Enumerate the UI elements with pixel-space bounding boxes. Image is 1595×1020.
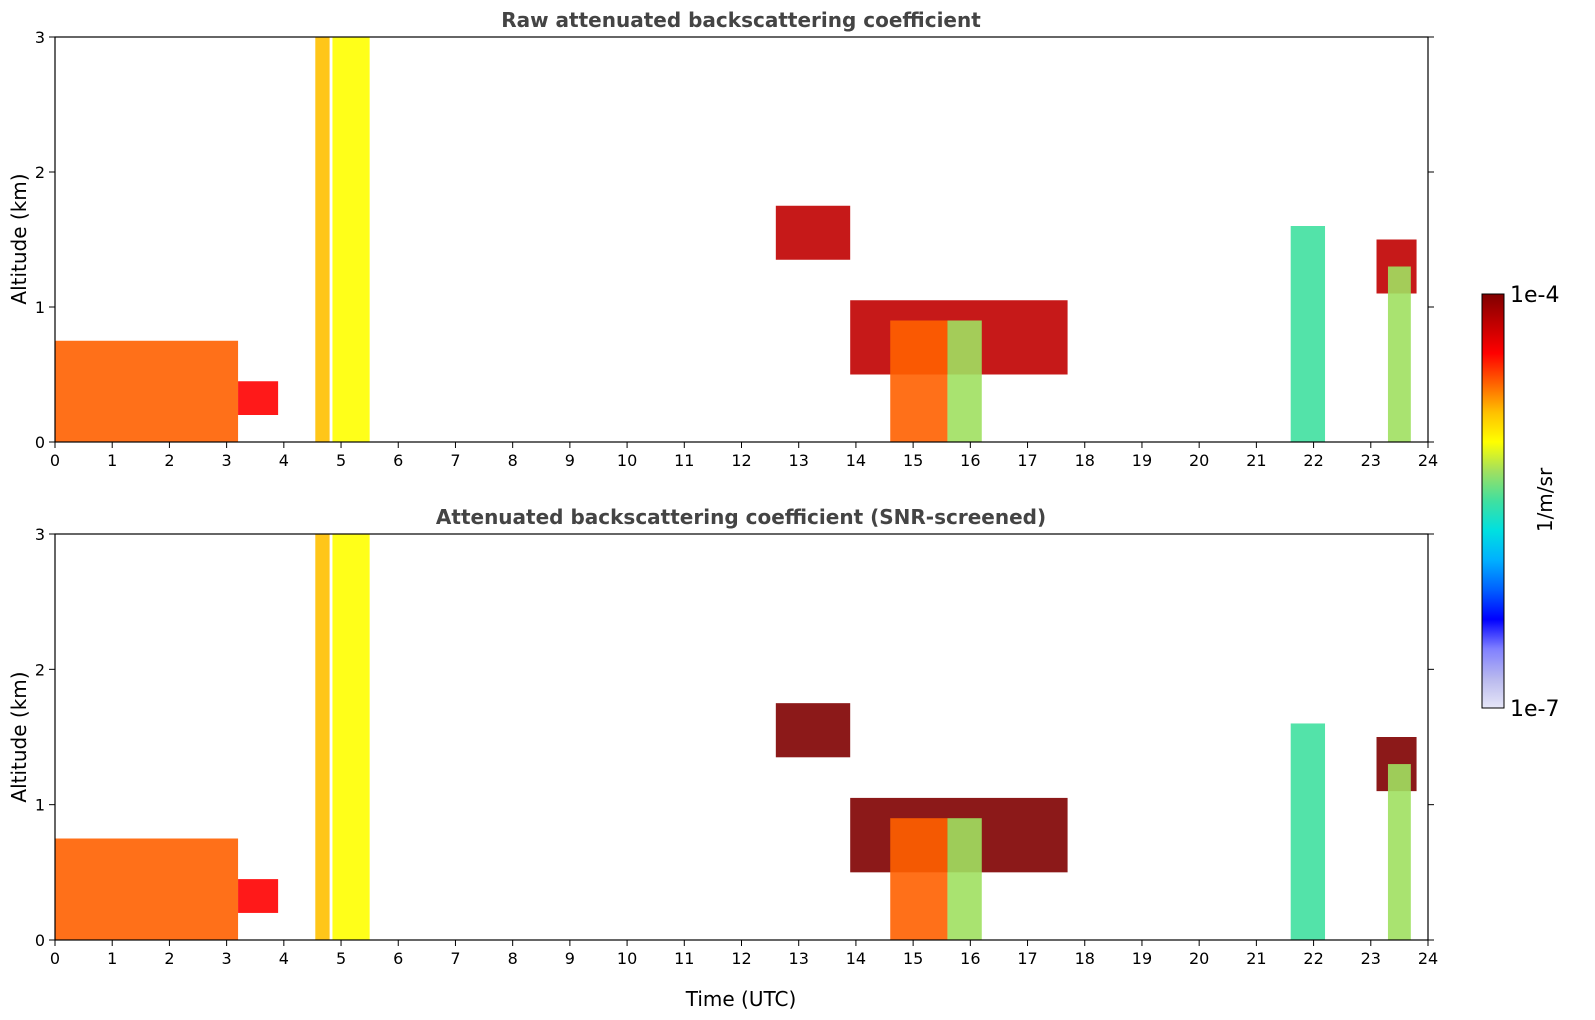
- y-axis-label: Altitude (km): [7, 173, 31, 304]
- colorbar-min-label: 1e-7: [1510, 697, 1559, 722]
- panel-snr-screened: Attenuated backscattering coefficient (S…: [7, 505, 1438, 1011]
- x-tick-label: 14: [846, 949, 866, 968]
- x-tick-label: 18: [1075, 949, 1095, 968]
- x-tick-label: 16: [960, 451, 980, 470]
- x-tick-label: 2: [164, 949, 174, 968]
- x-tick-label: 10: [617, 451, 637, 470]
- x-tick-label: 24: [1418, 949, 1438, 968]
- x-tick-label: 21: [1246, 949, 1266, 968]
- x-tick-label: 16: [960, 949, 980, 968]
- x-tick-label: 11: [674, 451, 694, 470]
- heatmap-cell: [1290, 226, 1326, 442]
- x-tick-label: 20: [1189, 949, 1209, 968]
- x-tick-label: 17: [1017, 451, 1037, 470]
- x-tick-label: 13: [789, 451, 809, 470]
- heatmap-cell: [775, 205, 851, 260]
- heatmap-cell: [238, 879, 279, 913]
- x-tick-label: 12: [731, 949, 751, 968]
- x-tick-label: 7: [450, 451, 460, 470]
- heatmap-cell: [332, 37, 370, 442]
- x-tick-label: 11: [674, 949, 694, 968]
- x-tick-label: 15: [903, 949, 923, 968]
- x-tick-label: 12: [731, 451, 751, 470]
- heatmap-cell: [238, 381, 279, 415]
- panel-raw: Raw attenuated backscattering coefficien…: [7, 8, 1438, 470]
- x-tick-label: 23: [1361, 451, 1381, 470]
- x-tick-label: 18: [1075, 451, 1095, 470]
- x-tick-label: 3: [222, 451, 232, 470]
- colorbar-max-label: 1e-4: [1510, 283, 1559, 308]
- y-tick-label: 2: [35, 660, 45, 679]
- x-tick-label: 24: [1418, 451, 1438, 470]
- x-tick-label: 10: [617, 949, 637, 968]
- heatmap-cell: [1387, 764, 1411, 940]
- x-tick-label: 7: [450, 949, 460, 968]
- heatmap-cell: [315, 534, 330, 940]
- x-tick-label: 0: [50, 451, 60, 470]
- x-tick-label: 3: [222, 949, 232, 968]
- heatmap-cell: [1387, 266, 1411, 442]
- x-tick-label: 13: [789, 949, 809, 968]
- x-tick-label: 5: [336, 451, 346, 470]
- heatmap-cell: [775, 703, 851, 758]
- x-tick-label: 0: [50, 949, 60, 968]
- y-tick-label: 1: [35, 298, 45, 317]
- x-tick-label: 6: [393, 451, 403, 470]
- y-axis: 0 1 2 3: [35, 28, 1434, 452]
- heatmap-cell: [947, 818, 982, 940]
- y-tick-label: 2: [35, 163, 45, 182]
- heatmap-cell: [55, 838, 239, 940]
- x-tick-label: 4: [279, 451, 289, 470]
- x-tick-label: 4: [279, 949, 289, 968]
- x-tick-label: 8: [508, 451, 518, 470]
- x-tick-label: 21: [1246, 451, 1266, 470]
- colorbar-unit-label: 1/m/sr: [1533, 467, 1557, 532]
- heatmap-cell: [947, 320, 982, 442]
- x-tick-label: 15: [903, 451, 923, 470]
- y-tick-label: 3: [35, 28, 45, 47]
- x-tick-label: 1: [107, 949, 117, 968]
- x-tick-label: 22: [1303, 451, 1323, 470]
- y-tick-label: 3: [35, 525, 45, 544]
- x-axis: 0 1 2 3 4 5 6 7 8 9 10 11 12 13 14 15 16 17 18 19 20 21 22 23 24: [50, 442, 1438, 470]
- panel-title: Raw attenuated backscattering coefficien…: [501, 8, 981, 32]
- y-axis: 0 1 2 3: [35, 525, 1434, 950]
- x-tick-label: 6: [393, 949, 403, 968]
- x-tick-label: 9: [565, 949, 575, 968]
- y-tick-label: 1: [35, 796, 45, 815]
- x-axis-label: Time (UTC): [685, 987, 797, 1011]
- x-tick-label: 19: [1132, 451, 1152, 470]
- y-axis-label: Altitude (km): [7, 671, 31, 802]
- x-axis: 0 1 2 3 4 5 6 7 8 9 10 11 12 13 14 15 16 17 18 19 20 21 22 23 24: [50, 940, 1438, 968]
- x-tick-label: 20: [1189, 451, 1209, 470]
- x-tick-label: 22: [1303, 949, 1323, 968]
- heatmap-area: [55, 37, 1417, 442]
- heatmap-area: [55, 534, 1417, 940]
- heatmap-cell: [332, 534, 370, 940]
- x-tick-label: 9: [565, 451, 575, 470]
- heatmap-cell: [55, 340, 239, 442]
- colorbar: 1e-4 1e-7 1/m/sr: [1481, 283, 1559, 722]
- colorbar-scale: [1481, 293, 1505, 709]
- x-tick-label: 23: [1361, 949, 1381, 968]
- x-tick-label: 19: [1132, 949, 1152, 968]
- x-tick-label: 8: [508, 949, 518, 968]
- x-tick-label: 1: [107, 451, 117, 470]
- y-tick-label: 0: [35, 931, 45, 950]
- panel-title: Attenuated backscattering coefficient (S…: [436, 505, 1046, 529]
- x-tick-label: 2: [164, 451, 174, 470]
- heatmap-cell: [1290, 723, 1326, 940]
- heatmap-cell: [315, 37, 330, 442]
- y-tick-label: 0: [35, 433, 45, 452]
- x-tick-label: 5: [336, 949, 346, 968]
- x-tick-label: 17: [1017, 949, 1037, 968]
- x-tick-label: 14: [846, 451, 866, 470]
- heatmap-cell: [890, 818, 948, 940]
- heatmap-cell: [890, 320, 948, 442]
